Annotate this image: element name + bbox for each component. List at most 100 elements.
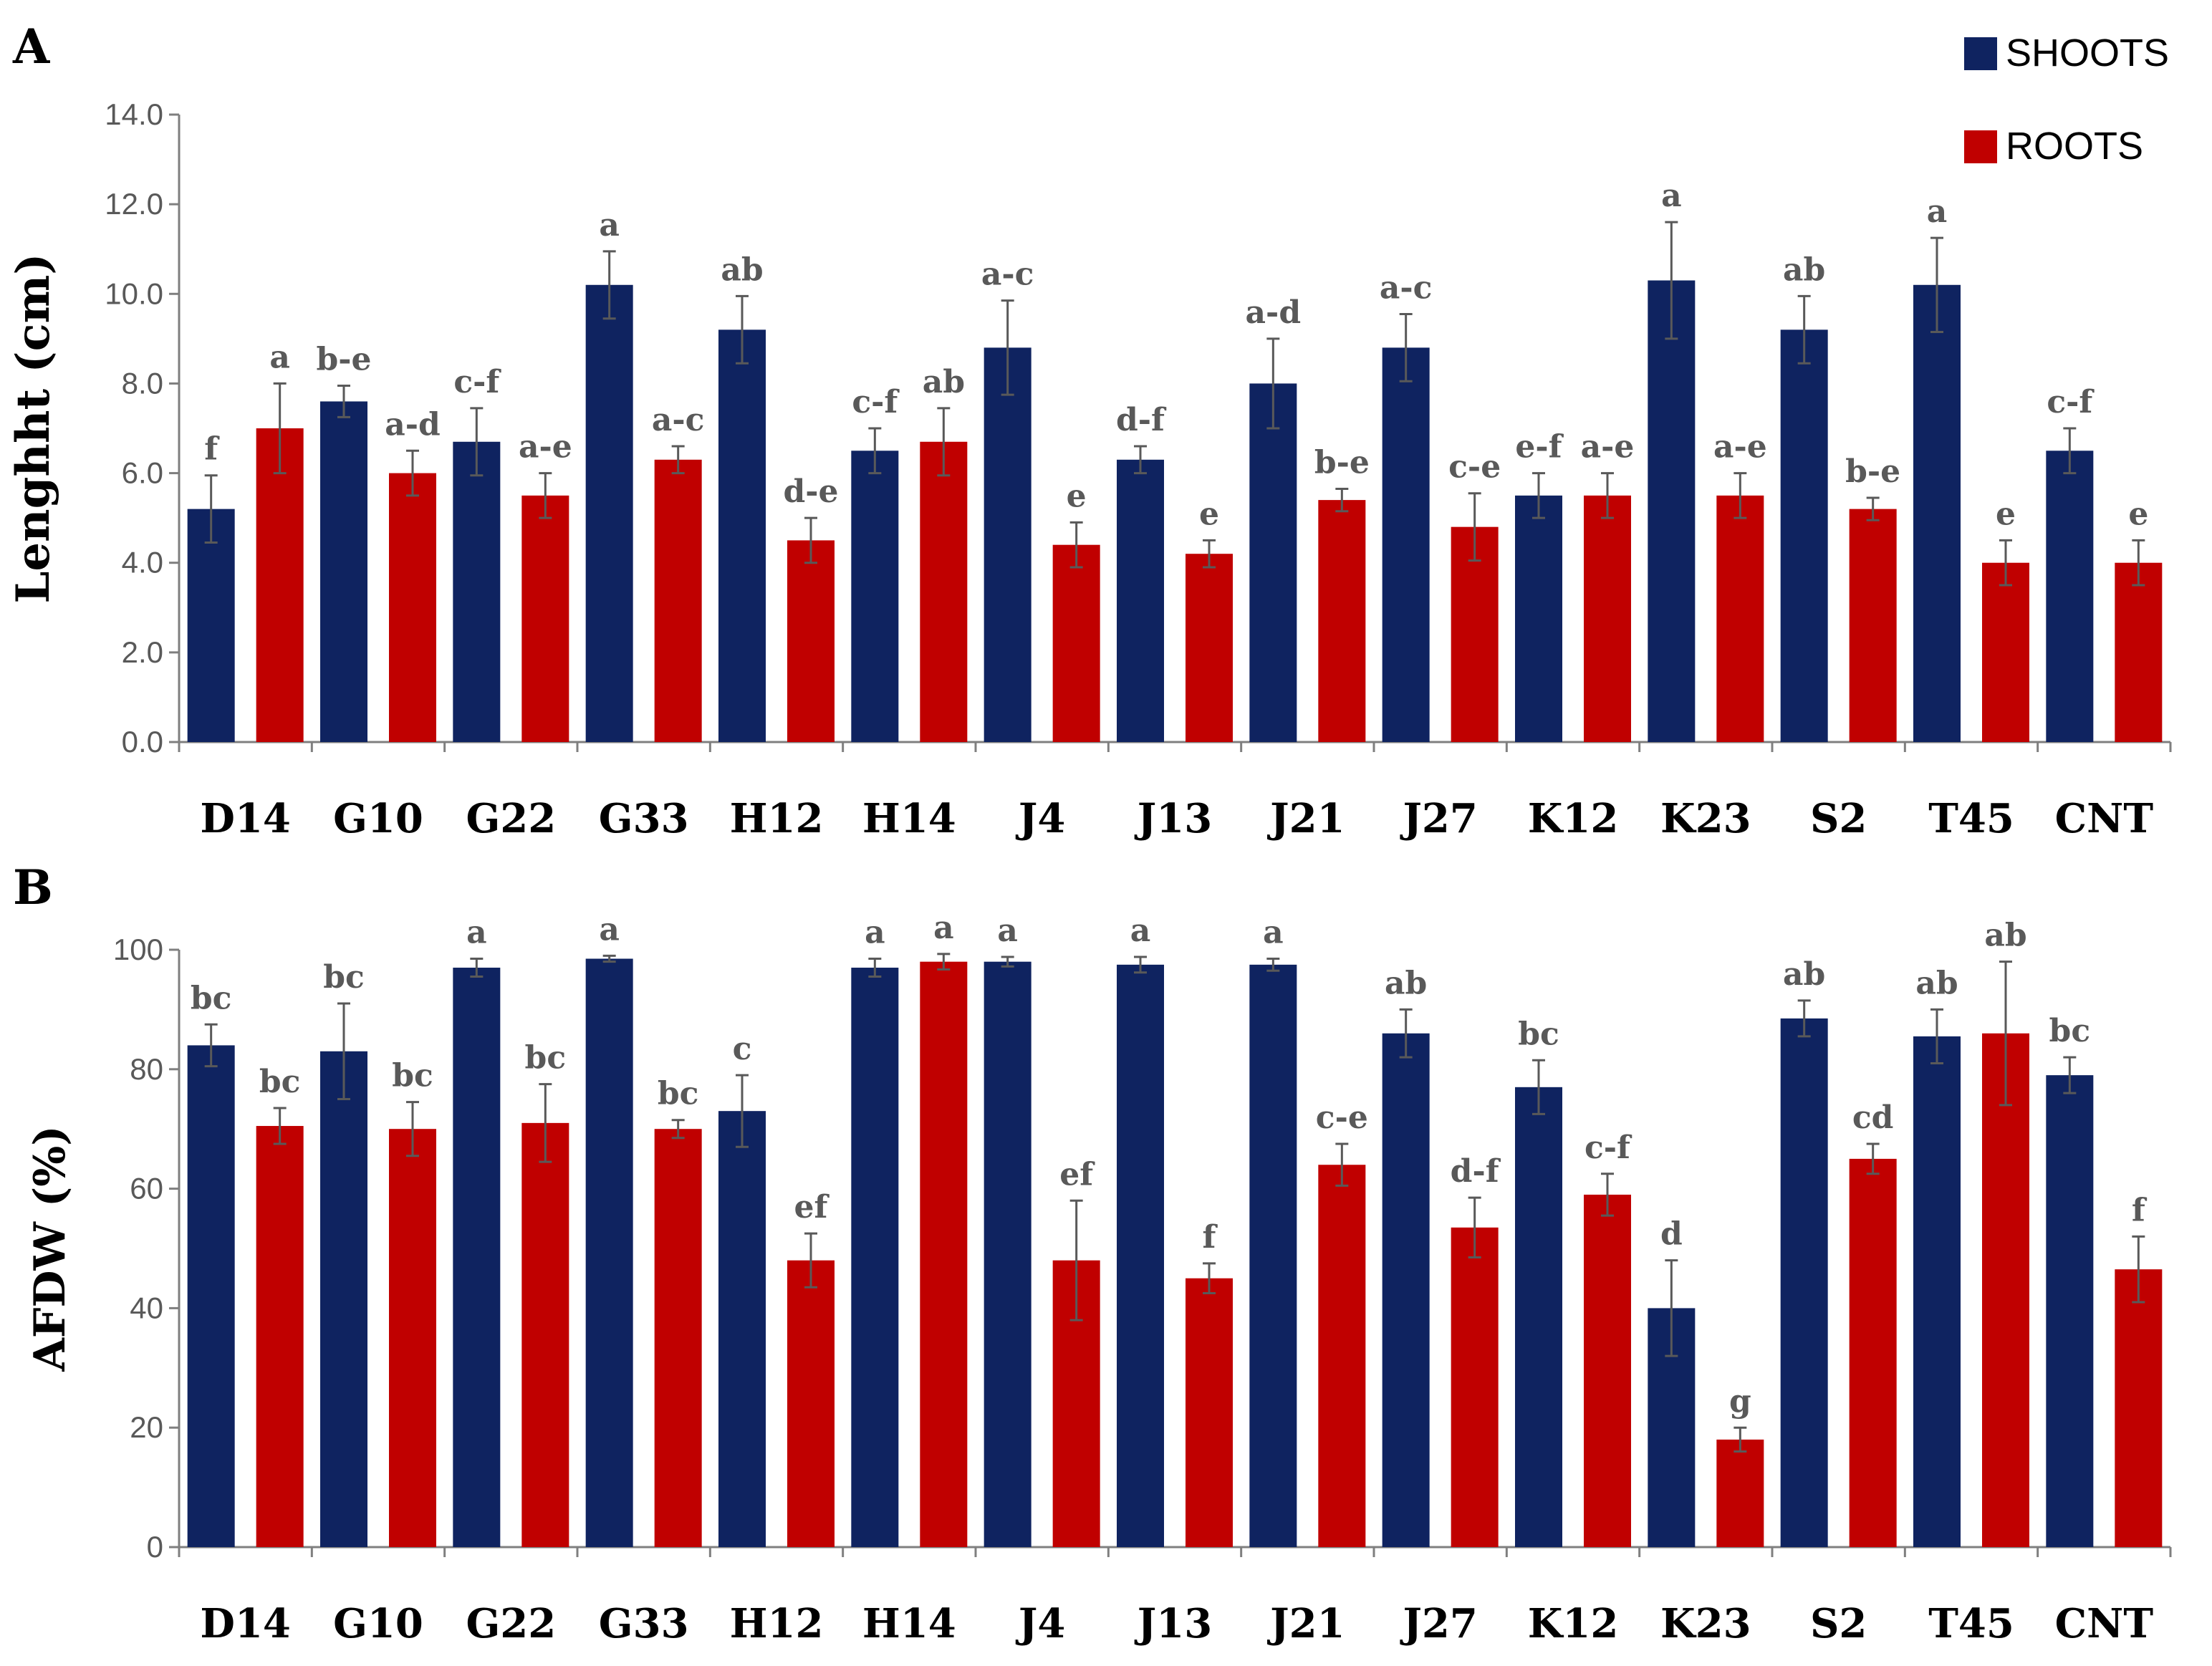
roots-bar — [1584, 1194, 1631, 1547]
shoots-bar — [320, 1051, 367, 1547]
panel-a-chart: 0.0 2.0 4.0 6.0 8.0 10.0 12.0 14.0 Lenghht (cm) D… — [6, 97, 2172, 842]
roots-bar — [654, 1129, 702, 1547]
category-label: CNT — [2055, 795, 2154, 842]
significance-label: f — [1203, 1219, 1218, 1256]
category-label: T45 — [1928, 1600, 2014, 1647]
category-label: G10 — [333, 1600, 423, 1647]
significance-label: bc — [525, 1040, 567, 1077]
significance-label: a-c — [1380, 269, 1433, 306]
category-label: K12 — [1528, 1600, 1619, 1647]
roots-bar — [1451, 526, 1499, 742]
significance-label: a — [1263, 915, 1284, 951]
significance-label: bc — [323, 959, 365, 996]
y-tick-label: 12.0 — [105, 187, 163, 221]
significance-label: b-e — [316, 342, 371, 378]
significance-label: ab — [1385, 965, 1427, 1001]
significance-label: a — [599, 911, 620, 948]
significance-label: a — [1661, 178, 1682, 214]
significance-label: ab — [1783, 251, 1825, 288]
category-label: J4 — [1015, 1600, 1065, 1647]
shoots-bar — [585, 958, 633, 1547]
category-label: J13 — [1134, 795, 1212, 842]
roots-bar — [256, 1126, 304, 1547]
roots-bar — [1849, 509, 1897, 742]
legend-swatch-shoots — [1964, 37, 1997, 70]
shoots-bar — [187, 509, 235, 742]
roots-bar — [1052, 544, 1100, 742]
category-label: G33 — [599, 1600, 689, 1647]
significance-label: bc — [2049, 1013, 2091, 1049]
category-label: G33 — [599, 795, 689, 842]
significance-label: a-e — [519, 429, 572, 466]
roots-bar — [1318, 1165, 1366, 1547]
category-label: J27 — [1399, 1600, 1477, 1647]
significance-label: a — [997, 913, 1018, 949]
significance-label: c-f — [453, 364, 501, 400]
shoots-bar — [2046, 1075, 2094, 1547]
significance-label: cd — [1852, 1099, 1894, 1136]
legend-label-roots: ROOTS — [2006, 125, 2143, 168]
category-label: K12 — [1528, 795, 1619, 842]
shoots-bar — [1249, 964, 1297, 1547]
y-axis-title: Lenghht (cm) — [6, 253, 60, 603]
y-tick-label: 14.0 — [105, 97, 163, 131]
significance-label: c-f — [1585, 1130, 1632, 1166]
significance-label: a-c — [652, 402, 705, 438]
significance-label: a — [865, 915, 885, 951]
significance-label: ef — [794, 1189, 830, 1226]
shoots-bar — [1382, 1033, 1430, 1547]
significance-label: e-f — [1515, 429, 1564, 466]
significance-label: c — [733, 1031, 752, 1067]
significance-label: c-e — [1316, 1099, 1368, 1136]
significance-label: bc — [191, 980, 232, 1016]
shoots-bar — [1515, 495, 1562, 742]
shoots-bar — [1913, 1036, 1961, 1547]
significance-label: a — [269, 339, 290, 375]
significance-label: bc — [658, 1076, 699, 1112]
shoots-bar — [984, 347, 1032, 742]
shoots-bar — [453, 441, 501, 742]
roots-bar — [1451, 1227, 1499, 1547]
category-label: T45 — [1928, 795, 2014, 842]
y-axis-title: AFDW (%) — [25, 1125, 75, 1372]
panel-b-label: B — [13, 860, 53, 915]
y-tick-label: 2.0 — [122, 635, 163, 669]
roots-bar — [1318, 500, 1366, 742]
roots-bar — [256, 428, 304, 742]
significance-label: e — [1199, 496, 1219, 532]
significance-label: b-e — [1314, 444, 1370, 481]
significance-label: b-e — [1845, 453, 1900, 490]
y-tick-label: 6.0 — [122, 456, 163, 490]
roots-bar — [920, 441, 968, 742]
significance-label: ab — [1915, 965, 1958, 1001]
roots-bar — [521, 1122, 569, 1547]
significance-label: c-e — [1448, 449, 1501, 486]
roots-bar — [654, 459, 702, 742]
significance-label: a-d — [1246, 294, 1302, 331]
shoots-bar — [1648, 280, 1696, 742]
roots-bar — [1982, 562, 2029, 742]
shoots-bar — [984, 961, 1032, 1547]
category-label: S2 — [1810, 795, 1867, 842]
legend-swatch-roots — [1964, 130, 1997, 163]
significance-label: d-f — [1116, 402, 1167, 438]
shoots-bar — [1117, 459, 1164, 742]
significance-label: e — [1067, 478, 1087, 514]
shoots-bar — [851, 968, 899, 1547]
shoots-bar — [1382, 347, 1430, 742]
significance-label: a — [466, 915, 487, 951]
roots-bar — [787, 1260, 835, 1547]
y-tick-label: 8.0 — [122, 366, 163, 400]
category-label: H12 — [730, 795, 824, 842]
significance-label: a — [599, 207, 620, 244]
category-label: S2 — [1810, 1600, 1867, 1647]
significance-label: f — [204, 431, 220, 468]
category-label: K23 — [1660, 795, 1751, 842]
significance-label: e — [2128, 496, 2148, 532]
y-tick-label: 20 — [130, 1410, 163, 1444]
roots-bar — [1186, 554, 1233, 742]
category-label: G22 — [466, 795, 556, 842]
significance-label: bc — [392, 1058, 433, 1094]
shoots-bar — [320, 401, 367, 742]
